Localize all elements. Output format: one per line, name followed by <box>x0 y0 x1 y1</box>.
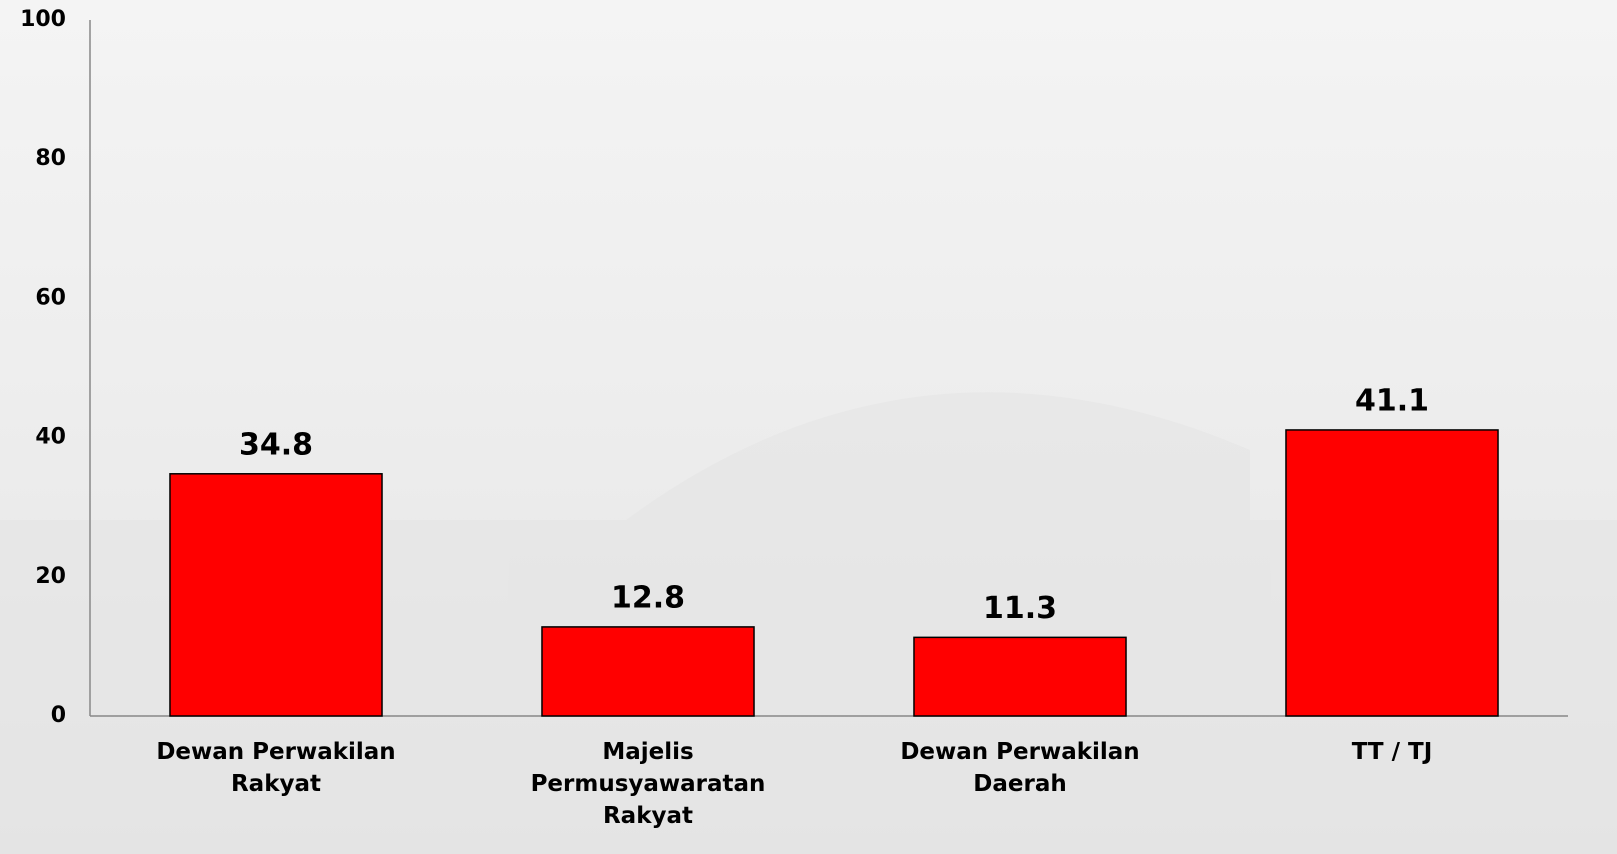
bar <box>913 636 1127 717</box>
y-tick-label: 80 <box>35 146 66 171</box>
x-tick-label: TT / TJ <box>1351 739 1433 765</box>
x-tick-label: Dewan Perwakilan Daerah <box>900 739 1140 797</box>
x-tick-label: Dewan Perwakilan Rakyat <box>156 739 396 797</box>
x-tick-label: Majelis Permusyawaratan Rakyat <box>530 739 766 829</box>
bar <box>541 626 755 717</box>
value-label: 11.3 <box>983 591 1057 626</box>
y-tick-label: 0 <box>51 703 66 728</box>
y-tick-label: 20 <box>35 564 66 589</box>
value-label: 34.8 <box>239 427 313 462</box>
value-label: 12.8 <box>611 580 685 615</box>
value-label: 41.1 <box>1355 383 1429 418</box>
y-tick-label: 100 <box>20 7 66 32</box>
y-tick-label: 60 <box>35 285 66 310</box>
dome <box>600 392 1250 540</box>
bar <box>1285 429 1499 717</box>
y-tick-label: 40 <box>35 425 66 450</box>
bar <box>169 473 383 717</box>
